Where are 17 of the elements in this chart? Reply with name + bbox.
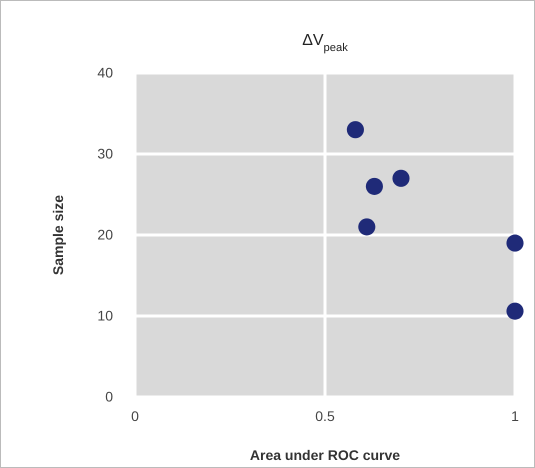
- point: [392, 170, 410, 187]
- point: [366, 178, 383, 195]
- point: [506, 234, 524, 252]
- y-tick-label: 0: [105, 388, 114, 404]
- point: [346, 121, 364, 138]
- point: [358, 218, 376, 236]
- y-tick-label: 40: [97, 64, 114, 80]
- x-tick-label: 0: [131, 408, 140, 424]
- point: [506, 302, 524, 320]
- y-tick-label: 10: [97, 307, 114, 324]
- x-tick-label: 1: [511, 408, 520, 424]
- chart-title: ΔV$_{peak}$: [302, 32, 348, 54]
- y-axis-title: Sample size: [50, 194, 66, 276]
- y-tick-label: 30: [97, 145, 114, 162]
- y-tick-label: 20: [97, 226, 114, 242]
- x-axis-title: Area under ROC curve: [250, 447, 400, 463]
- x-tick-label: 0.5: [315, 408, 335, 424]
